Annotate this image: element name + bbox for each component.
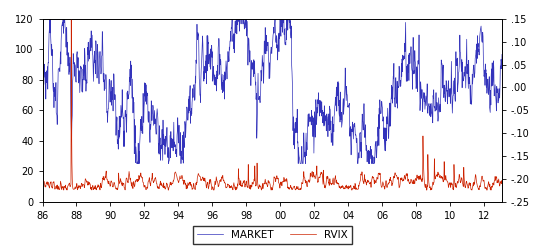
Line: MARKET: MARKET (43, 19, 502, 164)
MARKET (264, 43, 271, 46)
RVIX (115, 184, 122, 187)
MARKET (499, 53, 505, 56)
MARKET (364, 151, 371, 154)
MARKET (134, 162, 140, 165)
RVIX (39, 184, 46, 187)
RVIX (223, 186, 230, 189)
Legend: MARKET, RVIX: MARKET, RVIX (193, 226, 352, 244)
RVIX (264, 185, 271, 188)
MARKET (120, 116, 127, 119)
MARKET (46, 17, 53, 20)
RVIX (483, 189, 490, 192)
Line: RVIX: RVIX (43, 19, 502, 190)
RVIX (364, 181, 371, 184)
RVIX (68, 17, 75, 20)
MARKET (224, 77, 231, 80)
RVIX (120, 182, 127, 185)
MARKET (382, 126, 389, 129)
RVIX (499, 182, 505, 185)
MARKET (115, 148, 122, 151)
RVIX (382, 187, 388, 191)
MARKET (39, 56, 46, 59)
